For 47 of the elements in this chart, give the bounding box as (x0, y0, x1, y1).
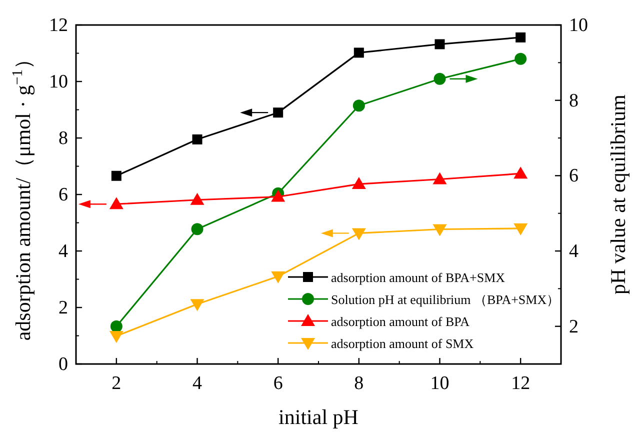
x-tick-label: 10 (430, 373, 450, 394)
point (271, 190, 286, 202)
point (191, 223, 204, 236)
y2-tick-label: 4 (569, 241, 579, 262)
legend-label: Solution pH at equilibrium （BPA+SMX） (331, 292, 560, 307)
point (514, 166, 528, 179)
point (110, 320, 122, 332)
y-tick-label: 2 (58, 298, 68, 318)
point (516, 32, 526, 42)
y2-tick-label: 2 (569, 316, 578, 338)
point (434, 72, 446, 85)
x-tick-label: 4 (192, 373, 202, 394)
y-tick-label: 12 (49, 15, 68, 36)
legend-label: adsorption amount of BPA+SMX (331, 270, 506, 285)
point (432, 224, 447, 236)
x-axis-title: initial pH (278, 405, 358, 429)
y-tick-label: 4 (58, 241, 68, 262)
point (352, 100, 365, 112)
y2-tick-label: 10 (569, 15, 588, 36)
legend-label: adsorption amount of BPA (331, 314, 470, 329)
legend-label: adsorption amount of SMX (331, 336, 474, 351)
point (514, 223, 528, 236)
x-tick-label: 12 (511, 373, 530, 394)
point (514, 52, 527, 65)
point (109, 331, 124, 344)
y-tick-label: 6 (58, 184, 68, 206)
y2-tick-label: 8 (569, 90, 578, 112)
point (111, 170, 122, 181)
point (352, 177, 366, 190)
point (434, 39, 445, 50)
point (432, 172, 447, 184)
x-tick-label: 8 (354, 373, 364, 394)
point (190, 192, 204, 205)
y-tick-label: 0 (58, 354, 68, 375)
y-tick-label: 10 (49, 72, 68, 92)
point (352, 228, 366, 240)
point (192, 134, 202, 144)
y-tick-label: 8 (58, 128, 68, 149)
x-tick-label: 6 (273, 373, 283, 394)
x-tick-label: 2 (112, 373, 122, 394)
point (190, 299, 204, 312)
point (109, 197, 124, 210)
y2-tick-label: 6 (569, 166, 578, 187)
y2-axis-title: pH value at equilibrium (606, 94, 630, 295)
point (271, 271, 286, 284)
point (273, 108, 284, 118)
point (354, 48, 364, 58)
